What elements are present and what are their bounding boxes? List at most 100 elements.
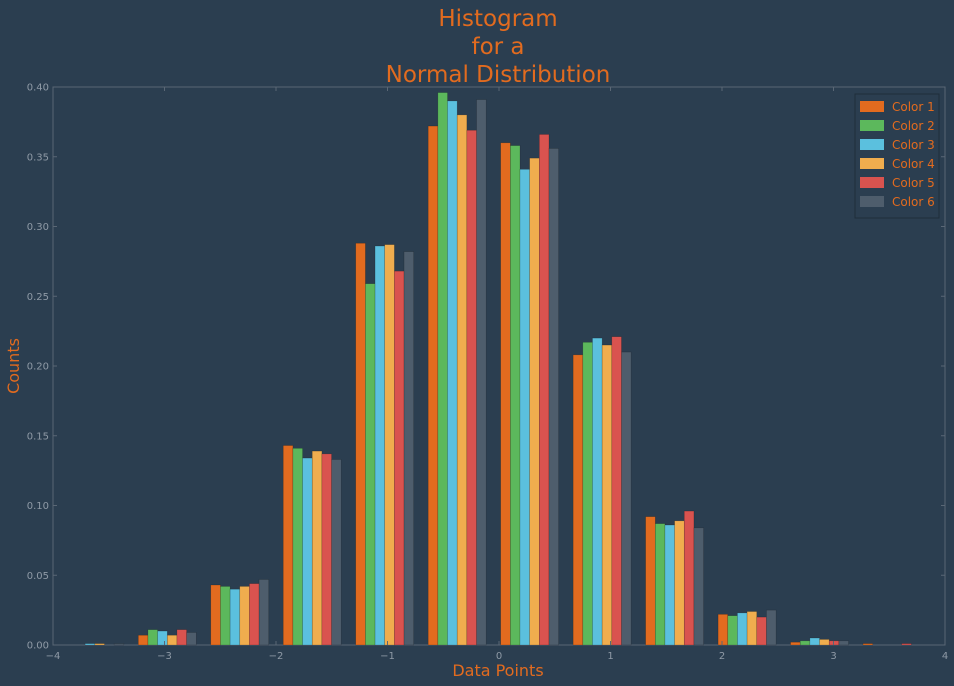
- bar-series-5-bin-3: [249, 583, 260, 646]
- legend-swatch: [860, 101, 884, 112]
- bar-series-2-bin-6: [437, 92, 448, 646]
- bar-series-2-bin-5: [365, 283, 376, 646]
- bar-series-4-bin-5: [384, 244, 395, 646]
- bar-series-2-bin-8: [582, 341, 593, 646]
- bar-series-6-bin-1: [113, 643, 125, 646]
- bar-series-1-bin-5: [355, 242, 366, 646]
- bar-series-5-bin-4: [321, 453, 332, 646]
- x-tick-label: 0: [496, 651, 502, 662]
- bar-series-3-bin-11: [809, 637, 820, 646]
- bar-series-1-bin-7: [500, 142, 511, 646]
- x-axis-label: Data Points: [452, 661, 543, 680]
- x-tick-label: −4: [46, 651, 61, 662]
- bar-series-6-bin-11: [838, 640, 849, 646]
- bar-series-3-bin-1: [84, 643, 96, 646]
- bar-series-4-bin-11: [819, 639, 830, 646]
- plot-area: −4 −3 −2 −1 0 1 2 3 4 0.00 0.05 0.10 0.15 0.20 0.25 0.3…: [27, 83, 948, 663]
- y-tick-label: 0.35: [27, 152, 49, 163]
- bar-series-5-bin-5: [394, 270, 405, 646]
- x-tick-label: −2: [269, 651, 284, 662]
- legend-label: Color 4: [892, 157, 935, 171]
- bar-series-1-bin-8: [572, 354, 584, 646]
- bar-series-6-bin-10: [766, 609, 777, 646]
- y-tick-label: 0.40: [27, 83, 49, 94]
- bar-series-6-bin-6: [476, 99, 487, 646]
- y-tick-label: 0.10: [27, 501, 49, 512]
- bar-series-2-bin-9: [654, 523, 666, 646]
- chart-title-line-3: Normal Distribution: [386, 62, 611, 88]
- bar-series-3-bin-10: [737, 612, 748, 646]
- y-tick-label: 0.15: [27, 431, 49, 442]
- bar-series-4-bin-9: [674, 520, 685, 646]
- bar-series-4-bin-7: [529, 157, 540, 646]
- bar-series-5-bin-2: [176, 629, 187, 646]
- bar-series-5-bin-6: [466, 129, 477, 646]
- bar-series-1-bin-9: [645, 516, 656, 646]
- legend-label: Color 2: [892, 119, 935, 133]
- x-tick-label: 2: [719, 651, 725, 662]
- bar-series-6-bin-5: [403, 251, 415, 646]
- bar-series-1-bin-4: [282, 445, 294, 646]
- bar-series-3-bin-5: [374, 245, 386, 646]
- x-tick-label: 3: [830, 651, 836, 662]
- y-axis-label: Counts: [4, 338, 23, 394]
- bar-series-6-bin-2: [186, 632, 197, 646]
- bar-series-5-bin-9: [683, 510, 695, 646]
- bar-series-6-bin-4: [331, 459, 342, 646]
- legend-swatch: [860, 196, 884, 207]
- bar-series-6-bin-9: [693, 527, 704, 646]
- bar-series-5-bin-12: [901, 643, 912, 646]
- legend-swatch: [860, 120, 884, 131]
- x-tick-label: −3: [157, 651, 172, 662]
- x-tick-label: −1: [380, 651, 395, 662]
- bar-series-2-bin-11: [799, 640, 811, 646]
- bar-series-2-bin-4: [292, 448, 303, 646]
- bar-series-1-bin-3: [210, 584, 221, 646]
- bar-series-3-bin-2: [157, 630, 168, 646]
- x-tick-label: 4: [942, 651, 948, 662]
- legend-label: Color 3: [892, 138, 935, 152]
- legend-label: Color 6: [892, 195, 935, 209]
- bar-series-3-bin-8: [592, 337, 603, 646]
- bar-series-3-bin-4: [302, 457, 313, 646]
- bar-series-5-bin-10: [756, 616, 767, 646]
- bar-series-1-bin-11: [790, 641, 801, 646]
- legend-swatch: [860, 139, 884, 150]
- bar-series-2-bin-7: [510, 145, 521, 646]
- legend-label: Color 1: [892, 100, 935, 114]
- bar-series-4-bin-8: [601, 344, 613, 646]
- bar-series-4-bin-2: [166, 634, 178, 646]
- y-tick-label: 0.05: [27, 571, 49, 582]
- bar-series-3-bin-3: [229, 588, 241, 646]
- bar-series-2-bin-10: [727, 615, 738, 646]
- bar-series-5-bin-11: [828, 640, 840, 646]
- y-tick-label: 0.00: [27, 641, 49, 652]
- bar-series-6-bin-8: [621, 351, 632, 646]
- chart-title-line-2: for a: [471, 34, 524, 60]
- bar-series-2-bin-2: [147, 629, 158, 646]
- bar-series-1-bin-6: [427, 125, 439, 646]
- bar-series-1-bin-12: [862, 643, 874, 646]
- bar-series-6-bin-7: [548, 148, 559, 646]
- legend-swatch: [860, 158, 884, 169]
- legend-swatch: [860, 177, 884, 188]
- bar-series-5-bin-8: [611, 336, 622, 646]
- bar-series-2-bin-3: [220, 586, 231, 646]
- bar-series-4-bin-6: [456, 114, 468, 646]
- bar-series-5-bin-7: [539, 134, 550, 646]
- y-tick-label: 0.30: [27, 222, 49, 233]
- y-tick-label: 0.20: [27, 362, 49, 373]
- bar-series-3-bin-9: [664, 524, 675, 646]
- bar-series-6-bin-3: [258, 579, 270, 646]
- bar-series-3-bin-6: [447, 100, 458, 646]
- bar-series-4-bin-1: [94, 643, 105, 646]
- bar-series-4-bin-10: [746, 611, 758, 646]
- bar-series-1-bin-2: [137, 634, 149, 646]
- plot-frame: [52, 86, 946, 646]
- bar-series-3-bin-7: [519, 169, 530, 646]
- legend-label: Color 5: [892, 176, 935, 190]
- bar-series-4-bin-4: [311, 450, 323, 646]
- chart-title-line-1: Histogram: [438, 6, 557, 32]
- y-tick-label: 0.25: [27, 292, 49, 303]
